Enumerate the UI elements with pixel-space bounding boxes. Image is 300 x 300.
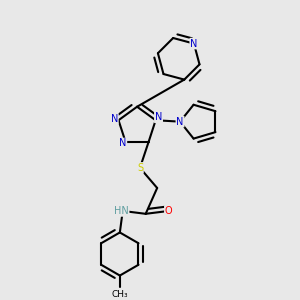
Text: N: N	[190, 39, 198, 49]
Text: N: N	[110, 114, 118, 124]
Text: CH₃: CH₃	[112, 290, 128, 299]
Text: O: O	[165, 206, 172, 216]
Text: HN: HN	[114, 206, 129, 216]
Text: S: S	[137, 163, 143, 173]
Text: N: N	[119, 139, 126, 148]
Text: N: N	[155, 112, 162, 122]
Text: N: N	[176, 117, 184, 127]
